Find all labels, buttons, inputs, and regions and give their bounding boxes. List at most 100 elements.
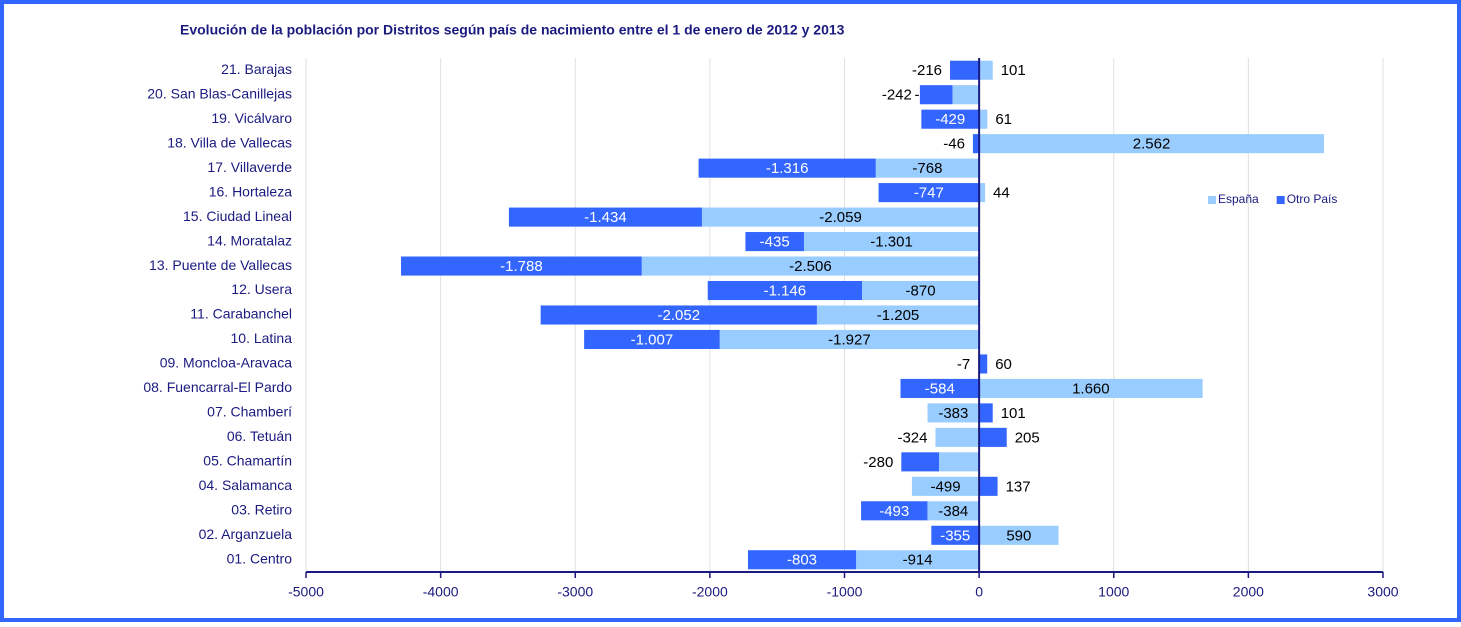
y-tick-label: 20. San Blas-Canillejas — [147, 85, 292, 101]
data-label: 2.562 — [1133, 136, 1171, 153]
bar — [641, 256, 980, 276]
bar — [900, 378, 980, 398]
data-label: -499 — [931, 478, 961, 495]
x-tick-label: -2000 — [692, 584, 728, 600]
bar — [401, 256, 642, 276]
legend-label: Otro País — [1287, 192, 1338, 206]
data-label: -493 — [879, 503, 909, 520]
bar — [747, 550, 857, 570]
y-tick-label: 10. Latina — [231, 330, 293, 346]
data-label: 60 — [995, 356, 1012, 373]
bar — [979, 525, 1059, 545]
bar — [950, 60, 980, 80]
y-tick-label: 06. Tetuán — [227, 428, 292, 444]
bar — [707, 280, 863, 301]
data-label: -7 — [957, 356, 970, 373]
bar — [935, 427, 980, 447]
bar — [878, 183, 980, 203]
y-tick-label: 01. Centro — [227, 550, 293, 566]
y-tick-label: 09. Moncloa-Aravaca — [160, 355, 293, 371]
y-tick-label: 04. Salamanca — [199, 477, 293, 493]
legend-swatch — [1276, 196, 1285, 204]
legend-label: España — [1218, 192, 1259, 206]
bar — [816, 305, 980, 325]
x-tick-label: 0 — [975, 584, 983, 600]
data-label: 101 — [1001, 62, 1026, 79]
bar — [979, 60, 993, 80]
bar — [927, 501, 980, 521]
x-tick-label: 1000 — [1098, 584, 1129, 600]
data-label: 44 — [993, 185, 1010, 202]
bar — [701, 207, 980, 227]
x-tick-label: 3000 — [1367, 584, 1398, 600]
bar — [979, 354, 988, 374]
bar — [979, 403, 993, 423]
bar — [584, 329, 720, 350]
data-label: -242 — [882, 87, 912, 104]
y-tick-label: 03. Retiro — [231, 502, 292, 518]
data-label: 61 — [995, 111, 1012, 128]
x-tick-label: -1000 — [827, 584, 863, 600]
y-tick-label: 07. Chamberí — [207, 404, 292, 420]
y-tick-label: 08. Fuencarral-El Pardo — [143, 379, 292, 395]
x-tick-label: -3000 — [557, 584, 593, 600]
data-label: -383 — [938, 405, 968, 422]
bar — [911, 476, 980, 496]
data-label: -429 — [935, 111, 965, 128]
bar — [939, 452, 980, 472]
x-tick-label: -5000 — [288, 584, 324, 600]
data-label: -384 — [938, 503, 968, 520]
bar — [875, 158, 980, 178]
bar — [979, 427, 1007, 447]
data-label: -870 — [906, 282, 936, 299]
y-tick-label: 18. Villa de Vallecas — [167, 134, 292, 150]
y-tick-label: 14. Moratalaz — [207, 232, 292, 248]
bar — [719, 329, 980, 350]
bar — [803, 232, 980, 252]
bar — [856, 550, 980, 570]
bar — [901, 452, 940, 472]
data-label: 205 — [1015, 429, 1040, 446]
y-tick-label: 21. Barajas — [221, 61, 292, 77]
data-label: -2.059 — [819, 209, 862, 226]
data-label: -803 — [787, 552, 817, 569]
y-tick-label: 11. Carabanchel — [190, 306, 292, 322]
legend-swatch — [1208, 196, 1216, 204]
y-tick-label: 12. Usera — [231, 281, 292, 297]
y-tick-label: 02. Arganzuela — [199, 526, 293, 542]
data-label: -435 — [760, 234, 790, 251]
data-label: 101 — [1001, 405, 1026, 422]
y-tick-label: 13. Puente de Vallecas — [149, 257, 292, 273]
x-tick-label: -4000 — [423, 584, 459, 600]
y-tick-label: 16. Hortaleza — [209, 183, 292, 199]
data-label: -2.052 — [658, 307, 701, 324]
data-label: -46 — [943, 136, 965, 153]
data-label: -324 — [897, 429, 927, 446]
y-tick-label: 15. Ciudad Lineal — [183, 208, 292, 224]
data-label: 1.660 — [1072, 380, 1110, 397]
bar — [979, 378, 1203, 398]
data-label: 590 — [1006, 527, 1031, 544]
x-tick-label: 2000 — [1233, 584, 1264, 600]
bar — [979, 183, 986, 203]
bar — [540, 305, 817, 325]
data-label: -1.007 — [631, 331, 674, 348]
bar — [698, 158, 876, 178]
bar — [979, 109, 988, 129]
bar — [508, 207, 702, 227]
data-label: -1.316 — [766, 160, 809, 177]
bar — [979, 134, 1325, 154]
bar — [919, 85, 953, 105]
bar — [861, 501, 928, 521]
y-tick-label: 19. Vicálvaro — [211, 110, 292, 126]
data-label: -280 — [863, 454, 893, 471]
data-label: 137 — [1006, 478, 1031, 495]
bar — [972, 134, 980, 154]
bar — [927, 403, 980, 423]
bar — [745, 232, 804, 252]
bar — [952, 85, 980, 105]
data-label: -1.146 — [764, 282, 807, 299]
data-label: -584 — [925, 380, 955, 397]
data-label: -355 — [940, 527, 970, 544]
